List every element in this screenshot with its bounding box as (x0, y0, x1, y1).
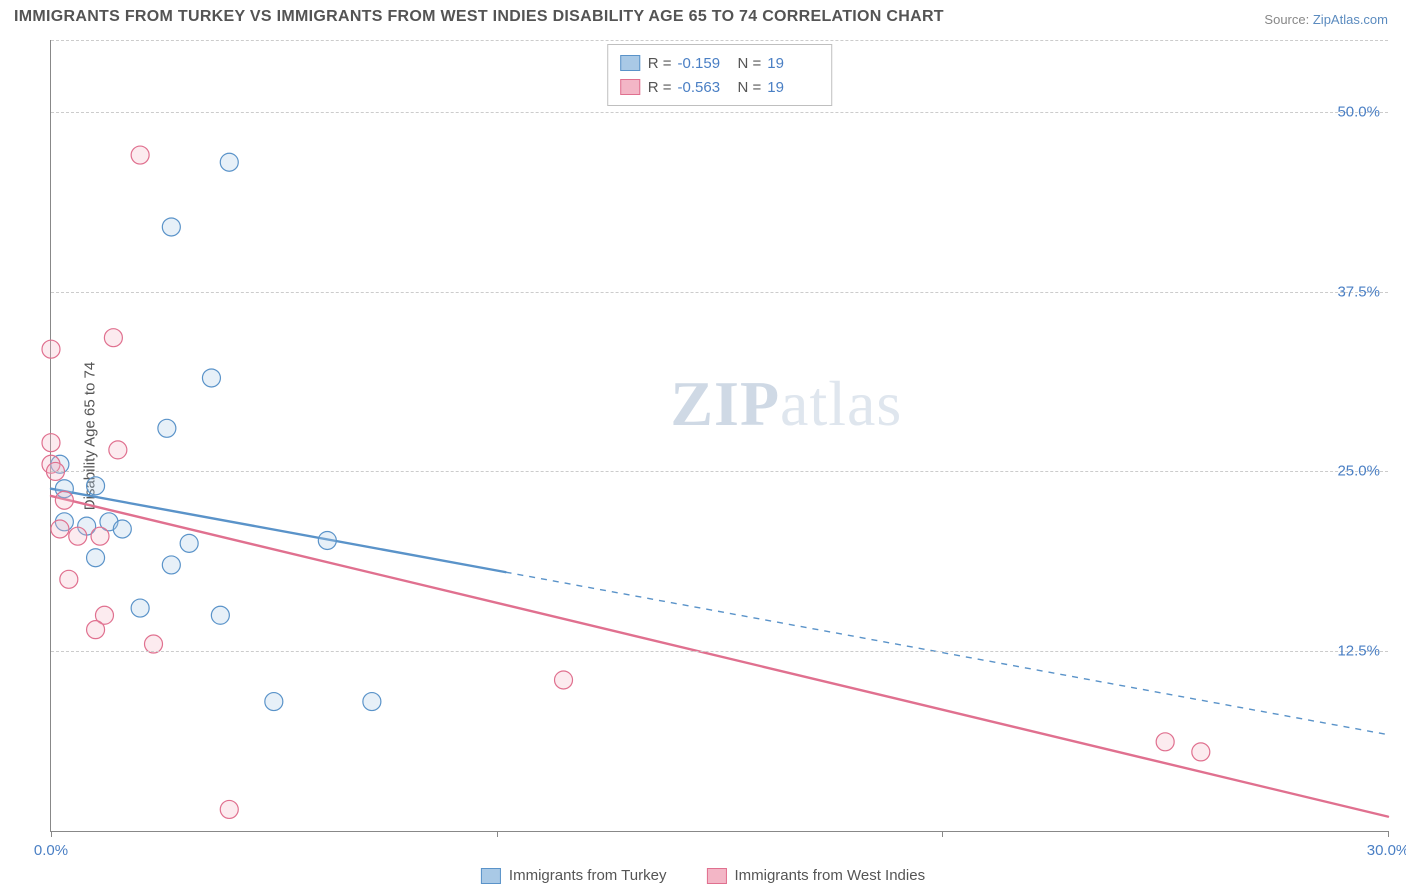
data-point-turkey (158, 419, 176, 437)
data-point-turkey (113, 520, 131, 538)
data-point-turkey (318, 531, 336, 549)
x-tick-label: 0.0% (34, 842, 68, 859)
data-point-west_indies (91, 527, 109, 545)
legend-swatch-turkey-bottom (481, 868, 501, 884)
data-point-west_indies (109, 441, 127, 459)
data-point-turkey (220, 153, 238, 171)
data-point-turkey (180, 534, 198, 552)
legend-swatch-westindies-bottom (706, 868, 726, 884)
x-tick-label: 30.0% (1367, 842, 1406, 859)
y-tick-label: 25.0% (1337, 463, 1380, 480)
data-point-turkey (131, 599, 149, 617)
data-point-west_indies (104, 329, 122, 347)
y-tick-label: 50.0% (1337, 103, 1380, 120)
data-point-turkey (363, 693, 381, 711)
data-point-west_indies (69, 527, 87, 545)
data-point-west_indies (87, 621, 105, 639)
data-point-west_indies (1192, 743, 1210, 761)
data-point-west_indies (60, 570, 78, 588)
data-point-west_indies (555, 671, 573, 689)
chart-title: IMMIGRANTS FROM TURKEY VS IMMIGRANTS FRO… (14, 8, 944, 26)
source-link[interactable]: ZipAtlas.com (1313, 12, 1388, 27)
data-point-turkey (87, 477, 105, 495)
chart-container: IMMIGRANTS FROM TURKEY VS IMMIGRANTS FRO… (0, 0, 1406, 892)
data-point-west_indies (51, 520, 69, 538)
data-point-turkey (162, 556, 180, 574)
source-label: Source: (1264, 12, 1309, 27)
legend-label-turkey: Immigrants from Turkey (509, 867, 667, 884)
data-point-turkey (87, 549, 105, 567)
data-point-west_indies (220, 800, 238, 818)
y-tick-label: 12.5% (1337, 643, 1380, 660)
data-point-turkey (265, 693, 283, 711)
legend-item-westindies: Immigrants from West Indies (706, 867, 925, 884)
y-tick-label: 37.5% (1337, 283, 1380, 300)
data-point-west_indies (131, 146, 149, 164)
data-point-turkey (162, 218, 180, 236)
plot-area: Disability Age 65 to 74 ZIPatlas R = -0.… (50, 40, 1388, 832)
regression-line-west_indies (51, 496, 1388, 817)
legend-label-westindies: Immigrants from West Indies (734, 867, 925, 884)
legend-bottom: Immigrants from Turkey Immigrants from W… (481, 867, 925, 884)
legend-item-turkey: Immigrants from Turkey (481, 867, 667, 884)
source-attribution: Source: ZipAtlas.com (1264, 12, 1388, 27)
data-point-west_indies (55, 491, 73, 509)
data-point-west_indies (1156, 733, 1174, 751)
data-point-turkey (202, 369, 220, 387)
data-point-west_indies (42, 340, 60, 358)
data-point-west_indies (42, 434, 60, 452)
data-point-turkey (211, 606, 229, 624)
chart-svg (51, 40, 1388, 831)
